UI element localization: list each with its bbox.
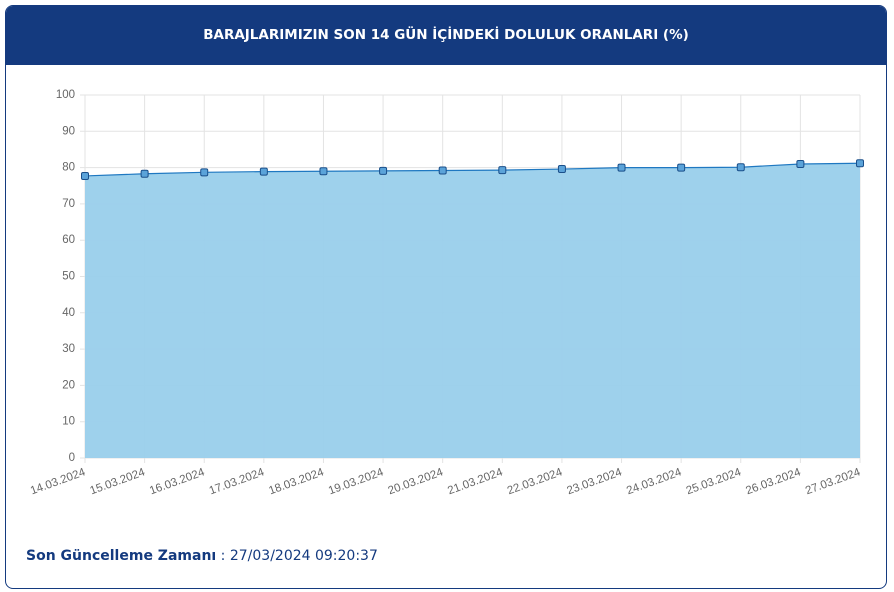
card: BARAJLARIMIZIN SON 14 GÜN İÇİNDEKİ DOLUL… (5, 5, 887, 589)
line (84, 162, 861, 177)
x-tick-label: 27.03.2024 (804, 466, 863, 497)
x-tick-label: 16.03.2024 (148, 466, 207, 497)
y-tick-label: 80 (62, 162, 75, 174)
x-tick-label: 26.03.2024 (744, 466, 803, 497)
chart: 0 10 20 30 40 50 60 70 80 90 100 14.03.2024 15.03.20… (29, 89, 864, 497)
x-tick-label: 19.03.2024 (327, 466, 386, 497)
y-tick-label: 20 (62, 379, 75, 391)
y-tick-label: 70 (62, 198, 75, 210)
point (200, 168, 209, 177)
point (438, 166, 447, 175)
x-tick-label: 17.03.2024 (208, 466, 267, 497)
x-tick-label: 21.03.2024 (446, 466, 505, 497)
x-tick-label: 18.03.2024 (267, 466, 326, 497)
point (81, 171, 89, 180)
point (259, 167, 268, 176)
y-tick-label: 0 (69, 452, 75, 464)
y-tick-label: 90 (62, 125, 75, 137)
y-tick-label: 10 (62, 416, 75, 428)
x-tick-label: 15.03.2024 (88, 466, 147, 497)
x-tick-label: 14.03.2024 (29, 466, 88, 497)
point (736, 163, 745, 172)
point (140, 169, 149, 178)
point (796, 159, 805, 168)
point (617, 163, 626, 172)
point (319, 167, 328, 176)
y-tick-label: 40 (62, 307, 75, 319)
y-tick-label: 60 (62, 234, 75, 246)
x-tick-label: 23.03.2024 (565, 466, 624, 497)
x-tick-label: 20.03.2024 (387, 466, 446, 497)
point (498, 166, 507, 175)
x-tick-label: 25.03.2024 (685, 466, 744, 497)
update-label: Son Güncelleme Zamanı (26, 548, 217, 564)
x-tick-label: 22.03.2024 (506, 466, 565, 497)
y-tick-label: 30 (62, 343, 75, 355)
card-title: BARAJLARIMIZIN SON 14 GÜN İÇİNDEKİ DOLUL… (6, 6, 886, 65)
point (677, 163, 686, 172)
point (379, 166, 388, 175)
point (557, 165, 566, 174)
footer: Son Güncelleme Zamanı : 27/03/2024 09:20… (26, 548, 378, 564)
y-tick-label: 100 (56, 89, 75, 101)
update-time: 27/03/2024 09:20:37 (229, 548, 378, 564)
separator: : (220, 548, 226, 564)
area (85, 163, 860, 458)
point (856, 159, 864, 168)
x-tick-label: 24.03.2024 (625, 466, 684, 497)
y-tick-label: 50 (62, 271, 75, 283)
